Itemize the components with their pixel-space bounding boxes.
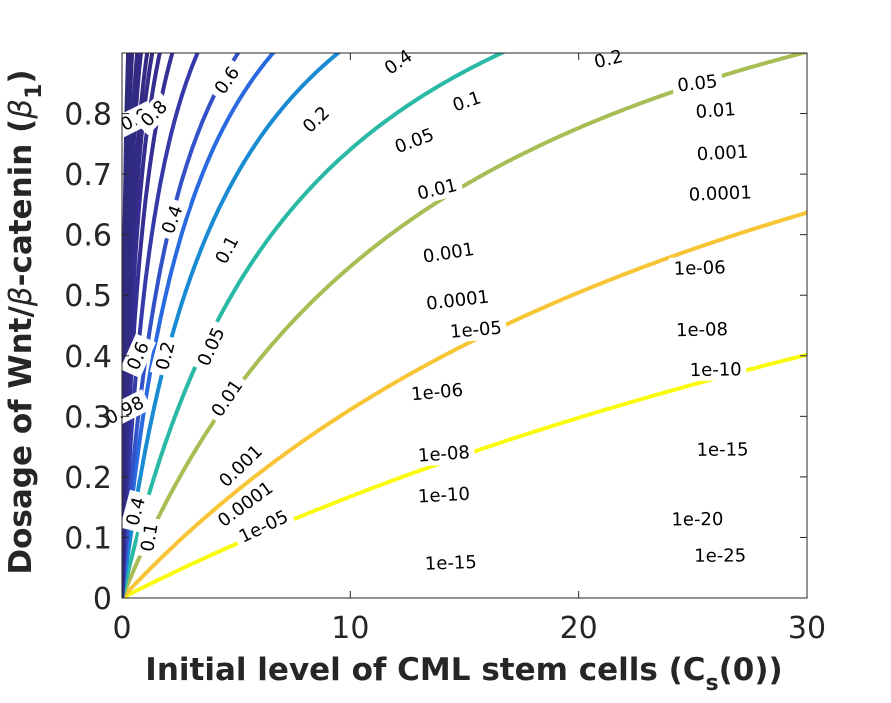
contour-label: 0.0001 (688, 182, 752, 205)
contour-label-group: 1e-15 (691, 438, 754, 461)
y-tick-label: 0.1 (64, 521, 112, 556)
contour-line-0.4 (122, 53, 507, 598)
contour-label-group: 1e-08 (412, 440, 476, 467)
contour-label: 1e-06 (410, 380, 464, 406)
contour-label: 1e-20 (671, 509, 723, 530)
contour-label-background (190, 319, 232, 375)
x-tick-label: 30 (788, 611, 826, 646)
contour-label-background (668, 256, 731, 280)
contour-label-group: 1e-15 (419, 550, 482, 575)
contour-label: 1e-15 (696, 439, 748, 461)
y-tick-label: 0.6 (64, 219, 112, 254)
x-axis-label: Initial level of CML stem cells (Cs(0)) (145, 652, 782, 696)
contour-label: 1e-15 (424, 552, 477, 575)
contour-line-0.8 (122, 210, 807, 598)
contour-label-background (691, 140, 754, 166)
x-axis-ticks: 0 10 20 30 (112, 53, 826, 646)
contour-label-background (208, 227, 246, 273)
contour-label-background (231, 503, 296, 550)
contour-label-group: 0.1 (135, 516, 164, 559)
contour-label: 0.001 (696, 142, 749, 166)
contour-label-group: 0.05 (671, 69, 724, 98)
contour-label-background (683, 181, 757, 206)
x-tick-label: 0 (112, 611, 131, 646)
y-axis-label: Dosage of Wnt/β-catenin (β1) (3, 69, 47, 574)
contour-label-group: 0.0001 (683, 181, 757, 206)
contour-label: 1e-10 (690, 359, 742, 381)
contour-label-background (412, 482, 475, 508)
y-tick-label: 0.8 (64, 98, 112, 133)
y-tick-label: 0.4 (64, 340, 112, 375)
contour-label-background (689, 544, 751, 567)
contour-label-group: 1e-06 (668, 256, 731, 280)
contour-line-0.2 (122, 53, 342, 598)
contour-line-0.1 (122, 53, 276, 598)
contour-label-background (691, 438, 754, 461)
contour-label-background (689, 97, 742, 124)
contour-label-background (155, 197, 190, 242)
contour-label-background (685, 358, 747, 382)
contour-label: 1e-10 (417, 484, 470, 508)
contour-label-background (671, 69, 724, 98)
contour-label-background (206, 58, 248, 103)
y-tick-label: 0.5 (64, 279, 112, 314)
x-tick-label: 20 (560, 611, 598, 646)
y-tick-label: 0.7 (64, 158, 112, 193)
contour-label-group: 1e-20 (666, 508, 728, 531)
contour-label: 0.1 (137, 522, 163, 554)
contour-label-background (211, 436, 271, 496)
contour-label-background (119, 333, 157, 379)
contour-label-group: 0.2 (586, 43, 630, 75)
contour-label-group: 1e-10 (685, 358, 747, 382)
contour-label-background (666, 508, 728, 531)
contour-label: 1e-05 (449, 318, 503, 343)
contour-label-group: 0.8 (132, 92, 176, 136)
contour-label-group: 0.6 (206, 58, 248, 103)
contour-label-background (209, 473, 281, 535)
contour-label: 1e-06 (673, 257, 726, 279)
contour-label-background (671, 318, 733, 342)
y-axis-ticks: 0 0.1 0.2 0.3 0.4 0.5 0.6 0.7 0.8 (64, 98, 807, 617)
y-tick-label: 0.2 (64, 461, 112, 496)
contour-label-background (405, 378, 469, 406)
contour-label-background (149, 334, 181, 378)
contour-line-0.05 (122, 53, 241, 598)
contour-label-background (294, 98, 338, 141)
contour-label-background (387, 121, 442, 160)
contour-label-group: 1e-05 (444, 316, 508, 344)
y-tick-label: 0 (93, 582, 112, 617)
x-tick-label: 10 (331, 611, 369, 646)
contour-label-background (444, 84, 489, 119)
contour-label-background (410, 172, 464, 206)
contour-label-background (419, 550, 482, 575)
contour-label-group: 1e-08 (671, 318, 733, 342)
contour-label-group: 0.001 (691, 140, 754, 166)
contour-label-group: 1e-25 (689, 544, 751, 567)
contour-label-background (420, 284, 495, 316)
contour-label-background (203, 371, 251, 426)
contour-label: 0.01 (695, 99, 737, 123)
contour-label-background (416, 237, 481, 269)
contour-label: 1e-25 (694, 545, 746, 566)
contour-label-background (412, 440, 476, 467)
contour-label-background (444, 316, 508, 344)
contour-label-group: 0.01 (689, 97, 742, 124)
plot-frame (121, 52, 808, 599)
contour-label-background (135, 516, 164, 559)
contour-label-background (132, 92, 176, 136)
contour-label: 1e-08 (676, 319, 728, 341)
contour-label-group: 1e-10 (412, 482, 475, 508)
contour-label: 1e-08 (417, 442, 470, 466)
contour-label: 0.05 (676, 71, 718, 96)
y-tick-label: 0.3 (64, 400, 112, 435)
contour-label-background (97, 389, 152, 432)
contour-label-group: 1e-06 (405, 378, 469, 406)
contour-label-background (376, 41, 421, 83)
contour-label-background (586, 43, 630, 75)
